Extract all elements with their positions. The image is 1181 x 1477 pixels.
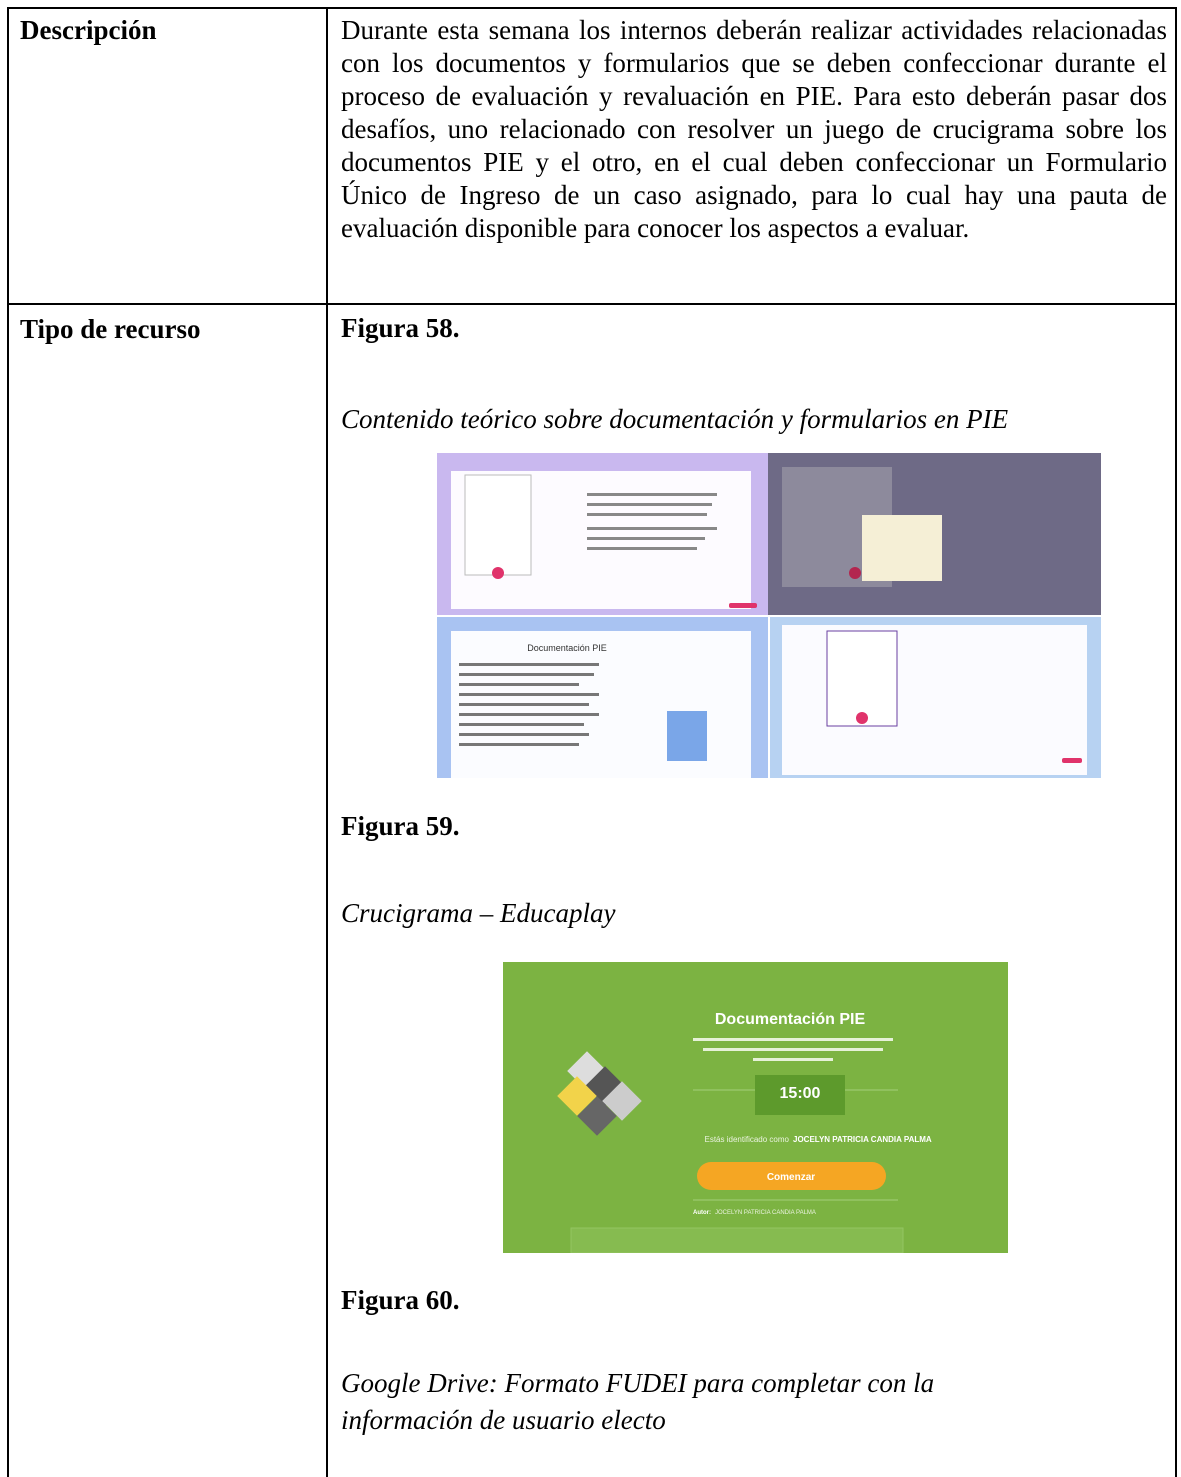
popup <box>862 515 942 581</box>
button <box>1062 758 1082 763</box>
table-border <box>7 7 1177 9</box>
figure-number: Figura 60. <box>341 1285 460 1315</box>
timer-box <box>755 1075 845 1115</box>
row-label: Descripción <box>20 15 157 45</box>
column-border <box>326 7 328 1477</box>
identified: Estás identificado como <box>705 1135 790 1144</box>
figure-caption: Crucigrama – Educaplay <box>341 898 616 928</box>
figure-image: Documentación PIE <box>437 453 1101 778</box>
table-border <box>7 7 9 1477</box>
icon <box>849 567 861 579</box>
figure-number: Figura 59. <box>341 811 460 841</box>
lower-panel <box>570 1227 904 1253</box>
description: Durante esta semana los internos deberán… <box>341 15 1167 243</box>
author-label: Autor: <box>693 1210 711 1216</box>
figure-number: Figura 58. <box>341 313 460 343</box>
form <box>464 474 532 576</box>
slide-title: Documentación PIE <box>527 643 607 653</box>
text-lines <box>693 1038 893 1061</box>
table-border <box>1175 7 1177 1477</box>
figure-caption: Contenido teórico sobre documentación y … <box>341 404 1009 434</box>
start-button[interactable] <box>697 1162 886 1190</box>
button-label: Comenzar <box>767 1172 815 1183</box>
game-title: Documentación PIE <box>715 1011 866 1028</box>
text-lines <box>459 663 599 746</box>
figure-image: Documentación PIE 15:00 Estás identifica… <box>503 962 1008 1253</box>
timer: 15:00 <box>780 1085 821 1102</box>
text-lines <box>587 493 717 550</box>
button <box>729 603 757 608</box>
icon <box>856 712 868 724</box>
row-border <box>7 303 1177 305</box>
row-label: Tipo de recurso <box>20 314 201 344</box>
user: JOCELYN PATRICIA CANDIA PALMA <box>793 1135 932 1144</box>
form <box>826 630 898 727</box>
icon <box>492 567 504 579</box>
figure-caption: Google Drive: Formato FUDEI para complet… <box>341 1368 935 1435</box>
author: JOCELYN PATRICIA CANDIA PALMA <box>715 1210 816 1216</box>
illustration <box>667 711 707 761</box>
